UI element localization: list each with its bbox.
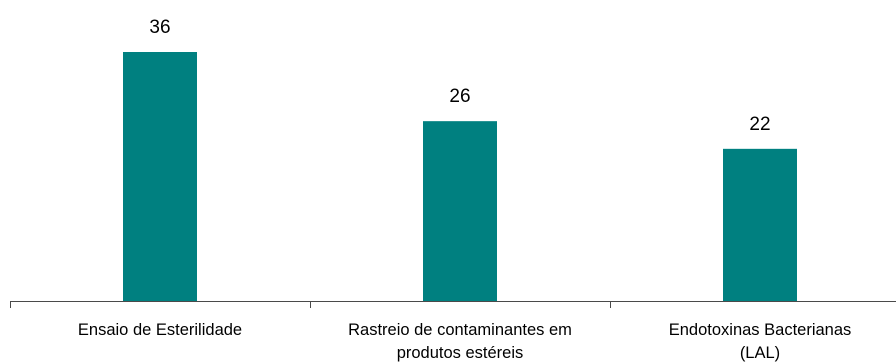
category-label: Rastreio de contaminantes em produtos est… [348, 321, 572, 362]
category-label-line: Endotoxinas Bacterianas [669, 321, 852, 339]
category-label: Endotoxinas Bacterianas (LAL) [669, 321, 852, 362]
category-label-line: produtos estéreis [397, 344, 524, 362]
data-label: 36 [149, 17, 170, 38]
data-label: 26 [449, 86, 470, 107]
category-label-line: Rastreio de contaminantes em [348, 321, 572, 339]
bars [123, 52, 797, 302]
category-label: Ensaio de Esterilidade [78, 321, 242, 339]
category-label-line: Ensaio de Esterilidade [78, 321, 242, 339]
bar [123, 52, 197, 301]
category-label-line: (LAL) [740, 344, 780, 362]
data-label: 22 [749, 114, 770, 135]
bar [723, 148, 797, 301]
x-axis [10, 301, 896, 308]
category-labels: Ensaio de Esterilidade Rastreio de contam… [78, 321, 851, 362]
bar [423, 121, 497, 302]
data-labels: 36 26 22 [149, 17, 770, 135]
